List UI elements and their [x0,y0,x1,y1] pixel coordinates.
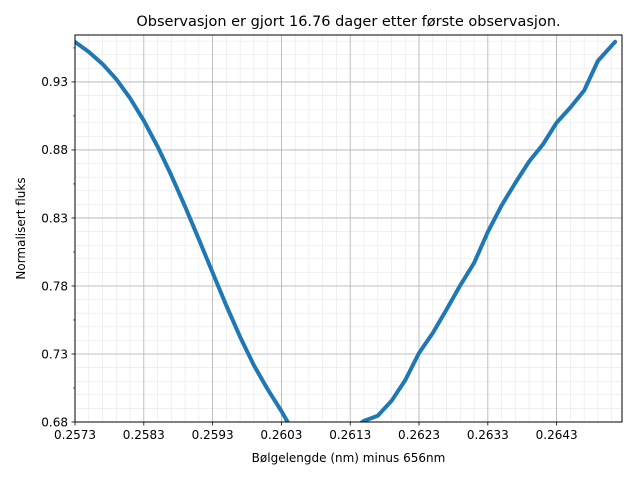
series-line-0 [75,39,618,422]
x-tick-label: 0.2583 [123,428,165,442]
y-tick-label: 0.73 [41,347,68,361]
y-tick-label: 0.93 [41,75,68,89]
x-axis-ticks: 0.2573 0.2583 0.2593 0.2603 0.2613 0.2623 0.26… [54,422,578,442]
x-tick-label: 0.2643 [536,428,578,442]
series-layer [75,39,618,422]
x-tick-label: 0.2603 [260,428,302,442]
chart-title: Observasjon er gjort 16.76 dager etter f… [136,14,560,30]
plot-frame [74,34,623,423]
x-tick-label: 0.2593 [192,428,234,442]
x-tick-label: 0.2623 [398,428,440,442]
y-tick-label: 0.78 [41,279,68,293]
x-tick-label: 0.2633 [467,428,509,442]
y-axis-label: Normalisert fluks [14,177,28,279]
y-tick-label: 0.83 [41,211,68,225]
x-tick-label: 0.2613 [329,428,371,442]
y-tick-label: 0.88 [41,143,68,157]
y-axis-ticks: 0.68 0.73 0.78 0.83 0.88 0.93 [41,47,75,429]
y-tick-label: 0.68 [41,415,68,429]
x-axis-label: Bølgelengde (nm) minus 656nm [252,451,446,465]
x-tick-label: 0.2573 [54,428,96,442]
